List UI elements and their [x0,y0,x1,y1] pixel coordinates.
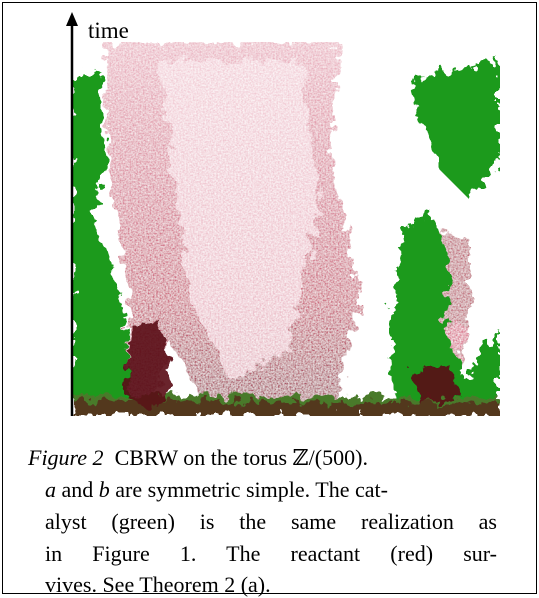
caption-text: alyst (green) is the same realization as [45,509,497,534]
simulation [72,42,500,416]
caption-line: in Figure 1. The reactant (red) sur- [45,541,497,567]
axis-label: time [88,18,129,43]
caption-text: in Figure 1. The reactant (red) sur- [45,541,497,566]
simulation-image [66,12,500,416]
caption-line: a and b are symmetric simple. The cat- [45,477,388,503]
caption-text: CBRW on the torus ℤ/(500). [114,445,368,470]
caption-line: alyst (green) is the same realization as [45,509,497,535]
caption-text: a [45,477,56,502]
caption-text: b [98,477,110,502]
axis-arrow [66,12,78,26]
caption-text: are symmetric simple. The cat- [109,477,388,502]
caption-line: vives. See Theorem 2 (a). [45,572,271,598]
caption-line: Figure 2 CBRW on the torus ℤ/(500). [28,445,368,471]
caption-text: and [56,477,99,502]
caption-text: vives. See Theorem 2 (a). [45,572,271,597]
caption-label: Figure 2 [28,445,104,470]
